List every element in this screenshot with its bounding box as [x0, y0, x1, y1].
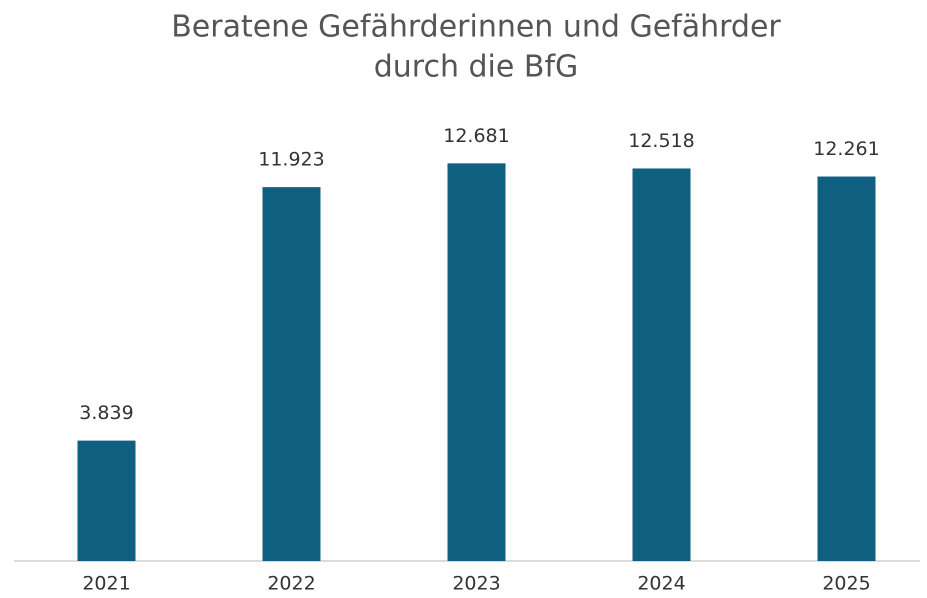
chart-title: Beratene Gefährderinnen und Gefährder — [171, 10, 781, 45]
x-tick-label: 2024 — [637, 573, 685, 595]
x-tick-label: 2025 — [822, 573, 870, 595]
x-tick-label: 2021 — [82, 573, 130, 595]
chart-title: durch die BfG — [374, 50, 579, 85]
data-label: 12.681 — [443, 125, 509, 147]
bar — [817, 176, 876, 561]
x-tick-label: 2022 — [267, 573, 315, 595]
data-label: 12.518 — [628, 130, 694, 152]
bar — [447, 163, 506, 561]
bar — [77, 440, 136, 561]
data-label: 12.261 — [813, 138, 879, 160]
bar — [262, 187, 321, 561]
bar — [632, 168, 691, 561]
x-tick-label: 2023 — [452, 573, 500, 595]
data-label: 11.923 — [258, 149, 324, 171]
data-label: 3.839 — [79, 402, 133, 424]
